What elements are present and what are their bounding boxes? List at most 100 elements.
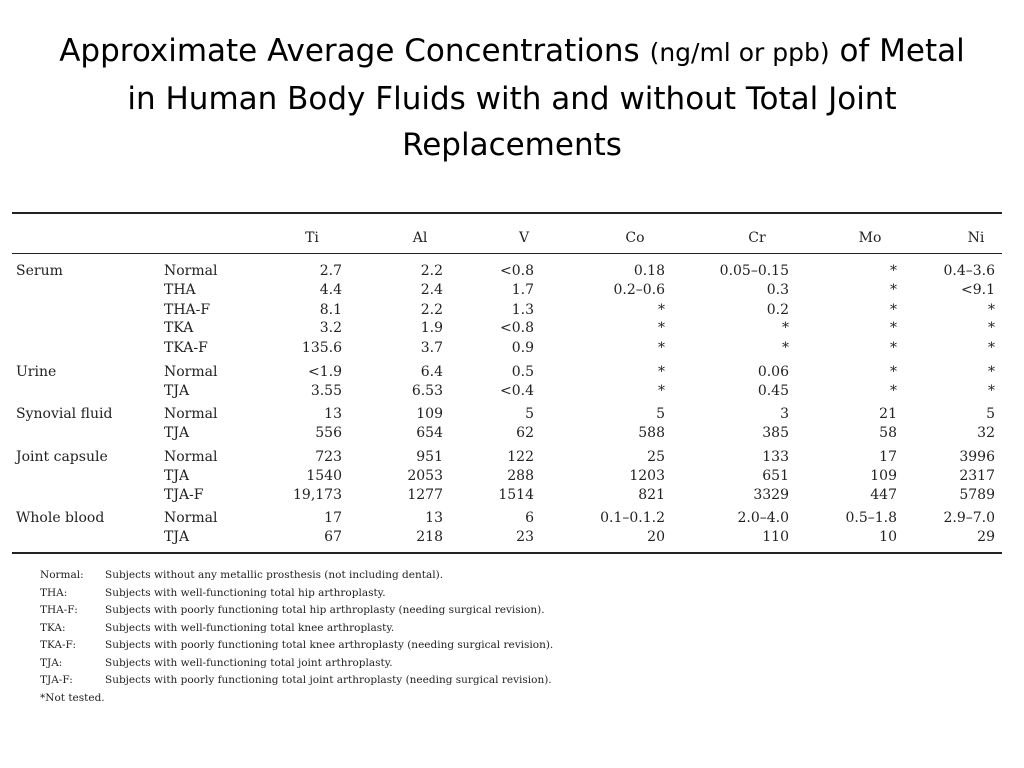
table-cell: 2.2 — [420, 263, 443, 279]
table-notes: Normal: Subjects without any metallic pro… — [40, 567, 640, 707]
table-cell: 0.4–3.6 — [943, 263, 995, 279]
row-subject-label: Normal — [164, 449, 218, 465]
table-cell: 122 — [507, 449, 534, 465]
table-cell: 2.0–4.0 — [737, 510, 789, 526]
table-cell: 2.7 — [319, 263, 342, 279]
table-cell: 654 — [416, 425, 443, 441]
table-cell: 2317 — [959, 468, 995, 484]
table-row: Synovial fluid Normal 13 109 5 5 3 21 5 — [12, 406, 1002, 426]
row-group-label: Joint capsule — [16, 449, 108, 465]
notes-list: Normal: Subjects without any metallic pro… — [40, 567, 640, 690]
table-cell: 25 — [647, 449, 665, 465]
table-cell: 556 — [315, 425, 342, 441]
table-cell: 821 — [638, 487, 665, 503]
row-group-label: Whole blood — [16, 510, 105, 526]
table-cell: 19,173 — [293, 487, 342, 503]
table-cell: 3 — [780, 406, 789, 422]
row-subject-label: TJA-F — [164, 487, 204, 503]
table-cell: * — [890, 320, 897, 336]
row-subject-label: TKA — [164, 320, 194, 336]
table-cell: 951 — [416, 449, 443, 465]
table-cell: 1.7 — [511, 282, 534, 298]
column-header: V — [518, 230, 530, 246]
table-cell: 3.2 — [319, 320, 342, 336]
column-header: Al — [412, 230, 428, 246]
table-cell: 0.18 — [633, 263, 665, 279]
table-row: Urine Normal <1.9 6.4 0.5 * 0.06 * * — [12, 364, 1002, 384]
table-cell: 2.4 — [420, 282, 443, 298]
table-cell: 1.3 — [511, 302, 534, 318]
table-row: TKA-F 135.6 3.7 0.9 * * * * — [12, 340, 1002, 360]
table-cell: 32 — [977, 425, 995, 441]
table-cell: 1514 — [498, 487, 534, 503]
table-cell: 0.45 — [757, 383, 789, 399]
table-cell: 3.7 — [420, 340, 443, 356]
table-cell: 6 — [525, 510, 534, 526]
note-key: TKA: — [40, 621, 66, 634]
table-cell: 5 — [525, 406, 534, 422]
table-row: TJA-F 19,173 1277 1514 821 3329 447 5789 — [12, 487, 1002, 507]
table-cell: 62 — [516, 425, 534, 441]
table-cell: 288 — [507, 468, 534, 484]
table-cell: 109 — [416, 406, 443, 422]
note-item: THA: Subjects with well-functioning total… — [40, 585, 640, 603]
table-cell: 1.9 — [420, 320, 443, 336]
table-cell: 17 — [879, 449, 897, 465]
table-cell: 133 — [762, 449, 789, 465]
row-subject-label: Normal — [164, 263, 218, 279]
table-cell: 6.4 — [420, 364, 443, 380]
table-cell: 13 — [425, 510, 443, 526]
column-header: Co — [625, 230, 645, 246]
table-cell: 1203 — [629, 468, 665, 484]
table-row: THA-F 8.1 2.2 1.3 * 0.2 * * — [12, 302, 1002, 322]
table-cell: * — [782, 320, 789, 336]
title-part-2: of Metal — [829, 33, 965, 69]
table-cell: <9.1 — [961, 282, 995, 298]
footnote: *Not tested. — [40, 691, 105, 704]
table-row: Whole blood Normal 17 13 6 0.1–0.1.2 2.0–4.0 0.… — [12, 510, 1002, 530]
table-cell: 0.9 — [511, 340, 534, 356]
note-item: TKA: Subjects with well-functioning total… — [40, 620, 640, 638]
table-cell: 588 — [638, 425, 665, 441]
row-group-label: Serum — [16, 263, 63, 279]
table-cell: 0.2–0.6 — [613, 282, 665, 298]
table-cell: * — [988, 364, 995, 380]
table-cell: 110 — [762, 529, 789, 545]
table-cell: * — [890, 282, 897, 298]
note-item: TJA-F: Subjects with poorly functioning t… — [40, 672, 640, 690]
table-cell: 8.1 — [319, 302, 342, 318]
column-header: Mo — [858, 230, 882, 246]
table-cell: * — [782, 340, 789, 356]
note-text: Subjects without any metallic prosthesis… — [105, 569, 444, 581]
table-cell: <1.9 — [308, 364, 342, 380]
table-cell: * — [890, 383, 897, 399]
row-subject-label: TJA — [164, 468, 190, 484]
table-cell: 0.05–0.15 — [719, 263, 789, 279]
note-text: Subjects with well-functioning total kne… — [105, 621, 395, 634]
table-cell: 67 — [324, 529, 342, 545]
table-cell: 218 — [416, 529, 443, 545]
table-row: TKA 3.2 1.9 <0.8 * * * * — [12, 320, 1002, 340]
note-text: Subjects with well-functioning total hip… — [105, 586, 386, 599]
table-cell: 5 — [986, 406, 995, 422]
slide-title: Approximate Average Concentrations (ng/m… — [0, 28, 1024, 168]
table-cell: * — [988, 383, 995, 399]
note-key: THA-F: — [40, 604, 78, 616]
column-header: Ti — [305, 230, 319, 246]
note-item: TJA: Subjects with well-functioning total… — [40, 655, 640, 673]
row-subject-label: THA-F — [164, 302, 211, 318]
title-line-2: in Human Body Fluids with and without To… — [127, 81, 897, 117]
note-key: TJA-F: — [40, 674, 73, 686]
table-cell: * — [658, 302, 665, 318]
table-row: TJA 67 218 23 20 110 10 29 — [12, 529, 1002, 549]
table-cell: 2.2 — [420, 302, 443, 318]
table-top-rule — [12, 212, 1002, 214]
row-group-label: Urine — [16, 364, 57, 380]
note-key: THA: — [40, 586, 68, 599]
table-cell: * — [890, 364, 897, 380]
table-cell: 5789 — [959, 487, 995, 503]
table-header-rule — [12, 253, 1002, 254]
note-text: Subjects with well-functioning total joi… — [105, 656, 393, 669]
table-cell: * — [988, 302, 995, 318]
table-cell: * — [890, 340, 897, 356]
